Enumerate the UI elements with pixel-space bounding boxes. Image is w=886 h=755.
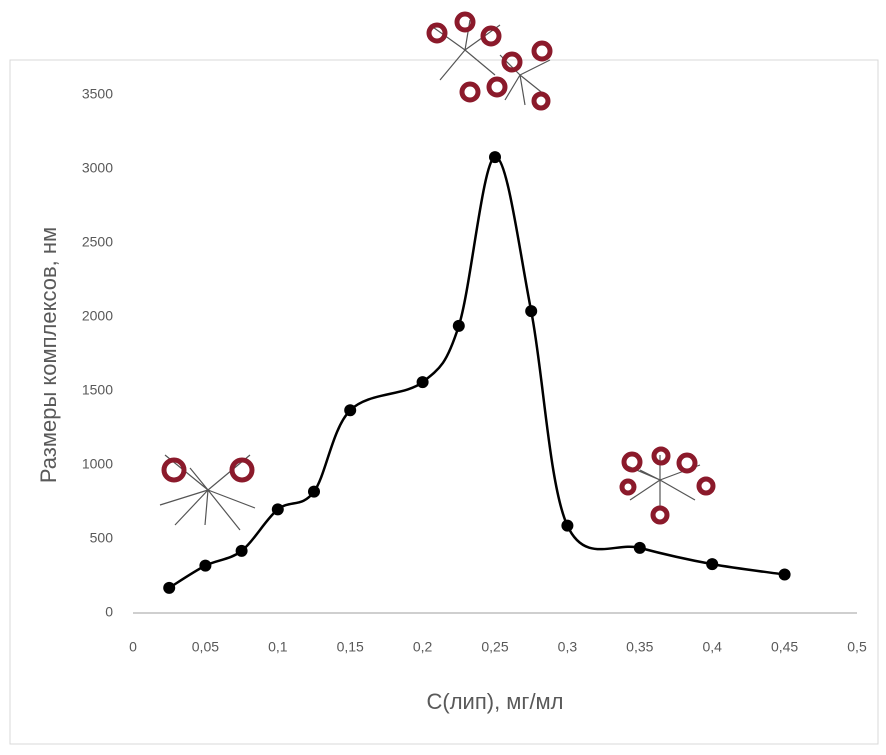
x-tick-label: 0,1 xyxy=(268,639,288,655)
data-point xyxy=(271,503,284,516)
y-tick-label: 3000 xyxy=(82,160,113,176)
y-axis-title: Размеры комплексов, нм xyxy=(36,227,61,483)
x-tick-label: 0,05 xyxy=(192,639,219,655)
y-tick-label: 2500 xyxy=(82,234,113,250)
data-point xyxy=(163,581,176,594)
data-point xyxy=(199,559,212,572)
x-tick-label: 0,15 xyxy=(337,639,364,655)
y-tick-label: 2000 xyxy=(82,308,113,324)
x-tick-label: 0,35 xyxy=(626,639,653,655)
data-line xyxy=(168,155,785,589)
chart-frame xyxy=(9,59,879,745)
data-point xyxy=(706,558,719,571)
icon-small-complex xyxy=(159,454,256,531)
x-tick-label: 0,4 xyxy=(702,639,722,655)
y-tick-label: 500 xyxy=(90,530,114,546)
data-point xyxy=(489,151,501,164)
y-tick-label: 3500 xyxy=(82,86,113,102)
data-point xyxy=(525,305,538,318)
y-tick-label: 0 xyxy=(105,604,113,620)
data-point xyxy=(561,519,574,532)
data-point xyxy=(452,319,465,332)
data-point xyxy=(344,404,357,417)
data-point xyxy=(308,485,320,498)
icon-large-complex xyxy=(426,11,553,111)
x-tick-label: 0,5 xyxy=(847,639,867,655)
x-tick-label: 0 xyxy=(129,639,137,655)
y-tick-label: 1500 xyxy=(82,382,113,398)
icon-medium-complex xyxy=(619,446,716,525)
x-tick-label: 0,45 xyxy=(771,639,798,655)
x-tick-label: 0,25 xyxy=(481,639,508,655)
data-point xyxy=(778,568,791,581)
x-axis-title: C(лип), мг/мл xyxy=(426,689,563,714)
data-point xyxy=(235,544,248,557)
x-tick-label: 0,3 xyxy=(558,639,578,655)
y-tick-label: 1000 xyxy=(82,456,113,472)
data-point xyxy=(416,376,429,389)
x-tick-label: 0,2 xyxy=(413,639,433,655)
data-point xyxy=(633,541,646,554)
